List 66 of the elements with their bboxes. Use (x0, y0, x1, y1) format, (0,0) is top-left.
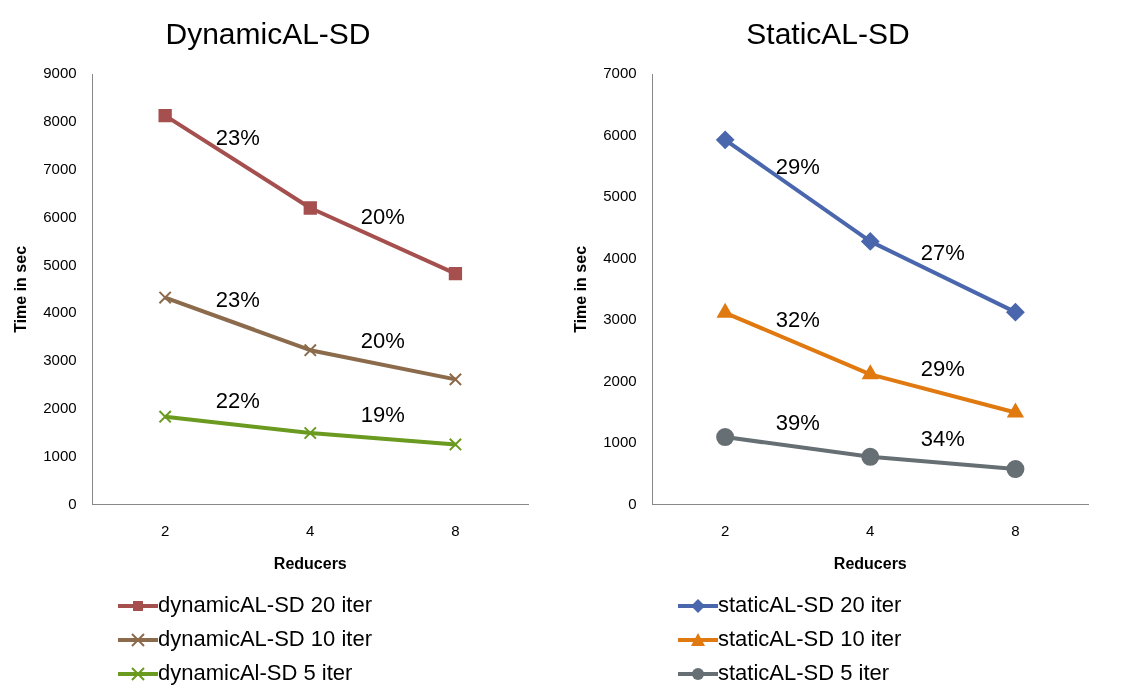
y-tick-label: 0 (628, 494, 637, 512)
y-tick-label: 0 (68, 494, 77, 512)
annotation: 29% (775, 153, 820, 179)
point (158, 410, 172, 424)
legend-label: dynamicAL-SD 20 iter (158, 592, 372, 617)
point (1007, 403, 1024, 418)
y-tick-label: 3000 (43, 351, 77, 369)
legend-label: dynamicAl-SD 5 iter (158, 660, 353, 685)
y-axis-title: Time in sec (572, 245, 590, 333)
point (861, 447, 880, 466)
x-tick-label: 8 (451, 521, 460, 539)
y-tick-label: 4000 (603, 248, 637, 266)
point (158, 108, 172, 123)
y-tick-label: 5000 (43, 255, 77, 273)
x-tick-label: 4 (306, 521, 315, 539)
y-tick-label: 6000 (43, 207, 77, 225)
legend-label: staticAL-SD 10 iter (718, 626, 902, 651)
y-tick-label: 5000 (603, 187, 637, 205)
point (448, 372, 463, 387)
annotation: 20% (360, 203, 405, 229)
point (1006, 460, 1025, 479)
y-tick-label: 3000 (603, 310, 637, 328)
legend-label: staticAL-SD 5 iter (718, 660, 890, 685)
annotation: 20% (360, 327, 405, 353)
annotation: 23% (215, 124, 260, 150)
point (716, 428, 735, 447)
point (861, 232, 880, 251)
legend-label: staticAL-SD 20 iter (718, 592, 902, 617)
annotation: 23% (215, 286, 260, 312)
point (716, 130, 735, 149)
annotation: 27% (920, 239, 965, 265)
x-tick-label: 2 (160, 521, 170, 539)
y-tick-label: 4000 (43, 303, 77, 321)
y-tick-label: 2000 (603, 371, 637, 389)
x-axis-title: Reducers (833, 554, 907, 572)
point (448, 437, 463, 452)
y-axis-title: Time in sec (12, 245, 30, 333)
x-tick-label: 8 (1011, 521, 1020, 539)
point (303, 343, 317, 357)
point (158, 290, 172, 305)
y-tick-label: 2000 (43, 399, 77, 417)
annotation: 32% (775, 306, 820, 332)
annotation: 29% (920, 356, 965, 382)
point (303, 426, 317, 440)
point (303, 201, 317, 215)
point (862, 365, 879, 380)
point (448, 266, 463, 281)
x-tick-label: 2 (720, 521, 730, 539)
y-tick-label: 1000 (43, 447, 77, 465)
annotation: 34% (920, 426, 965, 452)
point (1006, 303, 1025, 322)
annotation: 19% (360, 401, 405, 427)
y-tick-label: 8000 (43, 112, 77, 130)
annotation: 22% (215, 387, 260, 413)
y-tick-label: 7000 (603, 64, 637, 82)
y-tick-label: 1000 (603, 433, 637, 451)
y-tick-label: 9000 (43, 64, 77, 82)
annotation: 39% (775, 410, 820, 436)
chart-title: StaticAL-SD (746, 17, 910, 51)
x-tick-label: 4 (866, 521, 875, 539)
legend-label: dynamicAL-SD 10 iter (158, 626, 372, 651)
x-axis-title: Reducers (273, 554, 347, 572)
y-tick-label: 6000 (603, 125, 637, 143)
point (717, 303, 734, 318)
chart-title: DynamicAL-SD (165, 17, 371, 51)
y-tick-label: 7000 (43, 159, 77, 177)
